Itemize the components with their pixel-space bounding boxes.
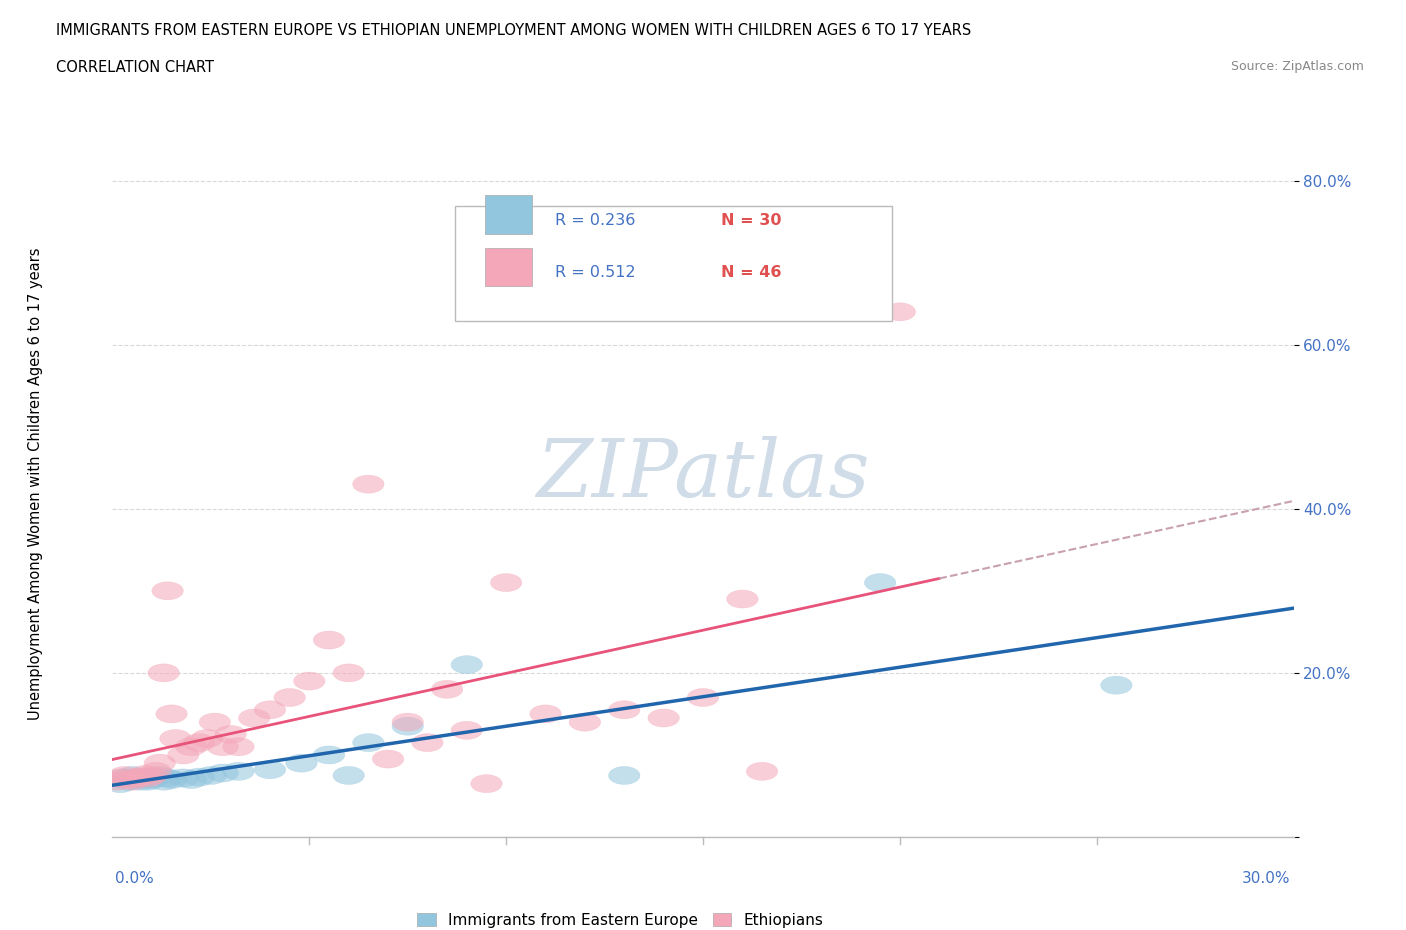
Ellipse shape	[530, 705, 561, 723]
Text: R = 0.236: R = 0.236	[555, 213, 636, 228]
Bar	[485, 247, 531, 286]
Ellipse shape	[121, 771, 152, 789]
Text: N = 46: N = 46	[721, 265, 782, 280]
Ellipse shape	[136, 771, 167, 789]
Bar	[485, 195, 531, 233]
Ellipse shape	[239, 709, 270, 727]
Ellipse shape	[128, 769, 160, 787]
Ellipse shape	[254, 761, 285, 778]
Ellipse shape	[215, 725, 246, 743]
Text: R = 0.512: R = 0.512	[555, 265, 636, 280]
Text: Source: ZipAtlas.com: Source: ZipAtlas.com	[1230, 60, 1364, 73]
Ellipse shape	[183, 768, 215, 786]
Ellipse shape	[222, 737, 254, 756]
Ellipse shape	[136, 766, 167, 785]
Ellipse shape	[865, 574, 896, 591]
Ellipse shape	[176, 771, 207, 789]
Ellipse shape	[222, 763, 254, 780]
Ellipse shape	[152, 769, 183, 787]
Ellipse shape	[200, 713, 231, 731]
Ellipse shape	[117, 766, 148, 785]
Ellipse shape	[353, 475, 384, 493]
Ellipse shape	[143, 766, 176, 785]
Ellipse shape	[491, 574, 522, 591]
Ellipse shape	[176, 737, 207, 756]
Ellipse shape	[412, 734, 443, 751]
Ellipse shape	[160, 729, 191, 748]
Ellipse shape	[195, 766, 226, 785]
Ellipse shape	[569, 713, 600, 731]
Ellipse shape	[254, 701, 285, 719]
Ellipse shape	[104, 775, 136, 792]
Ellipse shape	[108, 769, 141, 787]
Text: Unemployment Among Women with Children Ages 6 to 17 years: Unemployment Among Women with Children A…	[28, 247, 42, 720]
Ellipse shape	[183, 734, 215, 751]
Ellipse shape	[167, 769, 200, 787]
Ellipse shape	[274, 688, 305, 707]
Ellipse shape	[285, 754, 318, 772]
Ellipse shape	[432, 680, 463, 698]
Text: 0.0%: 0.0%	[115, 871, 155, 886]
Text: 30.0%: 30.0%	[1243, 871, 1291, 886]
Text: IMMIGRANTS FROM EASTERN EUROPE VS ETHIOPIAN UNEMPLOYMENT AMONG WOMEN WITH CHILDR: IMMIGRANTS FROM EASTERN EUROPE VS ETHIOP…	[56, 23, 972, 38]
Ellipse shape	[148, 664, 180, 682]
Text: CORRELATION CHART: CORRELATION CHART	[56, 60, 214, 75]
Ellipse shape	[1101, 676, 1132, 694]
Text: N = 30: N = 30	[721, 213, 782, 228]
Ellipse shape	[101, 772, 132, 790]
Ellipse shape	[471, 775, 502, 792]
Ellipse shape	[132, 769, 163, 787]
Ellipse shape	[128, 765, 160, 784]
Ellipse shape	[294, 672, 325, 690]
Ellipse shape	[688, 688, 718, 707]
Ellipse shape	[207, 764, 239, 782]
Ellipse shape	[117, 772, 148, 790]
Ellipse shape	[353, 734, 384, 751]
Ellipse shape	[451, 656, 482, 673]
Ellipse shape	[648, 709, 679, 727]
Ellipse shape	[148, 772, 180, 790]
Ellipse shape	[156, 705, 187, 723]
Ellipse shape	[132, 772, 163, 790]
Ellipse shape	[727, 590, 758, 608]
Ellipse shape	[207, 737, 239, 756]
Legend: Immigrants from Eastern Europe, Ethiopians: Immigrants from Eastern Europe, Ethiopia…	[411, 907, 830, 930]
Ellipse shape	[112, 772, 143, 790]
Ellipse shape	[609, 701, 640, 719]
Ellipse shape	[884, 303, 915, 321]
Ellipse shape	[392, 713, 423, 731]
FancyBboxPatch shape	[456, 206, 891, 321]
Ellipse shape	[373, 750, 404, 768]
Ellipse shape	[609, 766, 640, 785]
Ellipse shape	[141, 763, 172, 780]
Text: ZIPatlas: ZIPatlas	[536, 435, 870, 513]
Ellipse shape	[108, 766, 141, 785]
Ellipse shape	[124, 772, 156, 790]
Ellipse shape	[141, 768, 172, 786]
Ellipse shape	[143, 754, 176, 772]
Ellipse shape	[314, 746, 344, 764]
Ellipse shape	[121, 769, 152, 787]
Ellipse shape	[392, 717, 423, 736]
Ellipse shape	[167, 746, 200, 764]
Ellipse shape	[112, 771, 143, 789]
Ellipse shape	[333, 664, 364, 682]
Ellipse shape	[152, 582, 183, 600]
Ellipse shape	[314, 631, 344, 649]
Ellipse shape	[124, 768, 156, 786]
Ellipse shape	[333, 766, 364, 785]
Ellipse shape	[191, 729, 222, 748]
Ellipse shape	[156, 771, 187, 789]
Ellipse shape	[747, 763, 778, 780]
Ellipse shape	[451, 722, 482, 739]
Ellipse shape	[104, 769, 136, 787]
